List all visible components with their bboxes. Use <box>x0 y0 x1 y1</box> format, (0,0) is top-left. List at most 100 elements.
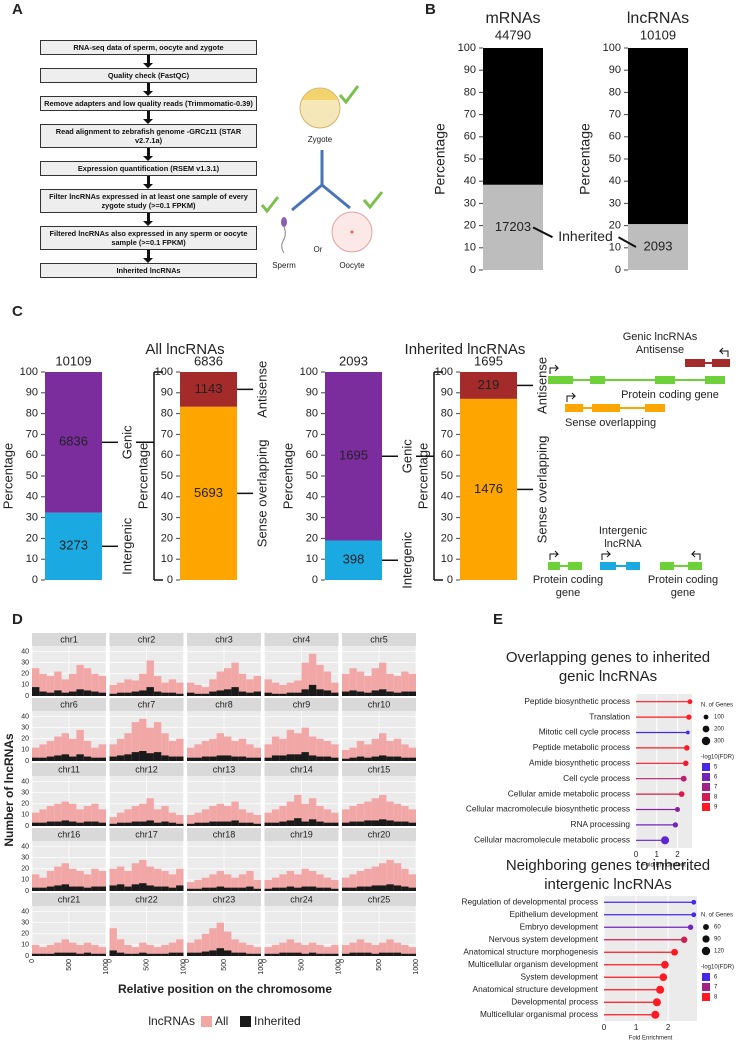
histogram-bar <box>161 886 169 891</box>
histogram-bar <box>139 821 147 826</box>
tss-arrow <box>566 392 577 402</box>
x-tick-label: 0 <box>602 1023 607 1032</box>
panel-letter: D <box>12 611 23 628</box>
histogram-bar <box>331 953 339 956</box>
histogram-bar <box>216 755 224 761</box>
histogram-bar <box>39 673 47 696</box>
exon <box>655 376 675 384</box>
series-label: Inherited <box>558 228 612 244</box>
zygote-label: Zygote <box>308 135 333 144</box>
histogram-bar <box>83 668 92 696</box>
flow-step: Expression quantification (RSEM v1.3.1) <box>40 161 257 176</box>
facet-strip <box>32 633 106 646</box>
histogram-bar <box>408 757 416 761</box>
histogram-bar <box>246 744 254 761</box>
y-tick-label: 20 <box>21 736 29 743</box>
histogram-bar <box>253 676 261 696</box>
y-tick-label: 60 <box>464 131 476 143</box>
lollipop-dot <box>660 836 670 845</box>
histogram-bar <box>246 822 254 826</box>
histogram-bar <box>316 944 324 956</box>
histogram-bar <box>83 821 92 826</box>
histogram-bar <box>216 886 224 891</box>
histogram-bar <box>279 684 287 696</box>
legend-label: 6 <box>714 775 718 781</box>
segment-name: Sense overlapping <box>254 440 269 548</box>
histogram-bar <box>131 806 140 826</box>
histogram-bar <box>231 687 239 696</box>
histogram-bar <box>246 886 254 891</box>
histogram-bar <box>301 953 309 956</box>
histogram-bar <box>323 887 332 891</box>
histogram-bar <box>176 738 184 761</box>
y-tick-label: 10 <box>21 942 29 949</box>
histogram-bar <box>83 741 92 761</box>
histogram-bar <box>98 692 106 696</box>
histogram-bar <box>187 682 195 696</box>
histogram-bar <box>153 886 162 891</box>
histogram-bar <box>264 812 272 826</box>
histogram-bar <box>61 952 69 956</box>
segment-name: Genic <box>119 425 134 459</box>
histogram-bar <box>76 729 84 761</box>
histogram-bar <box>139 952 147 956</box>
y-tick-label: 50 <box>26 470 38 482</box>
histogram-bar <box>316 821 324 826</box>
legend-label: 6 <box>714 975 718 981</box>
histogram-bar <box>364 942 372 956</box>
bar-segment <box>325 540 382 580</box>
histogram-bar <box>224 950 232 956</box>
y-tick-label: 40 <box>21 843 29 850</box>
histogram-bar <box>342 673 350 696</box>
histogram-bar <box>371 690 379 696</box>
legend-size <box>703 924 709 930</box>
histogram-bar <box>216 803 224 826</box>
exon <box>568 562 582 570</box>
exon <box>565 404 583 412</box>
histogram-bar <box>331 888 339 891</box>
histogram-bar <box>246 944 254 956</box>
facet-strip <box>264 698 339 711</box>
histogram-bar <box>408 691 416 696</box>
histogram-bar <box>364 868 372 891</box>
y-tick-label: 70 <box>464 109 476 121</box>
histogram-bar <box>294 874 302 891</box>
facet-title: chr15 <box>368 764 391 774</box>
histogram-bar <box>349 668 357 696</box>
histogram-bar <box>61 884 69 891</box>
histogram-bar <box>201 877 210 891</box>
histogram-bar <box>209 691 217 696</box>
y-tick-label: 0 <box>167 574 173 586</box>
y-tick-label: 60 <box>26 449 38 461</box>
histogram-bar <box>209 806 217 826</box>
histogram-bar <box>61 939 69 956</box>
y-tick-label: 60 <box>161 449 173 461</box>
histogram-bar <box>46 944 55 956</box>
histogram-bar <box>124 809 132 826</box>
category-label: Epithelium development <box>509 909 598 919</box>
legend-label: 9 <box>714 805 718 811</box>
histogram-bar <box>379 819 387 826</box>
segment-name: Intergenic <box>399 531 414 589</box>
histogram-bar <box>371 866 379 891</box>
histogram-bar <box>238 887 247 891</box>
histogram-bar <box>231 952 239 956</box>
histogram-bar <box>356 741 365 761</box>
histogram-bar <box>32 822 40 826</box>
histogram-bar <box>301 689 309 696</box>
facet-title: chr16 <box>58 829 81 839</box>
histogram-bar <box>408 953 416 956</box>
histogram-bar <box>194 684 202 696</box>
bar-total: 44790 <box>495 27 531 42</box>
histogram-bar <box>91 821 99 826</box>
y-tick-label: 40 <box>306 491 318 503</box>
branch <box>291 183 323 212</box>
histogram-bar <box>331 682 339 696</box>
histogram-bar <box>308 684 317 696</box>
histogram-bar <box>356 821 365 826</box>
legend-color <box>702 983 710 991</box>
legend-label: 200 <box>714 727 725 733</box>
histogram-bar <box>379 942 387 956</box>
legend-color <box>702 763 710 771</box>
histogram-bar <box>201 687 210 696</box>
